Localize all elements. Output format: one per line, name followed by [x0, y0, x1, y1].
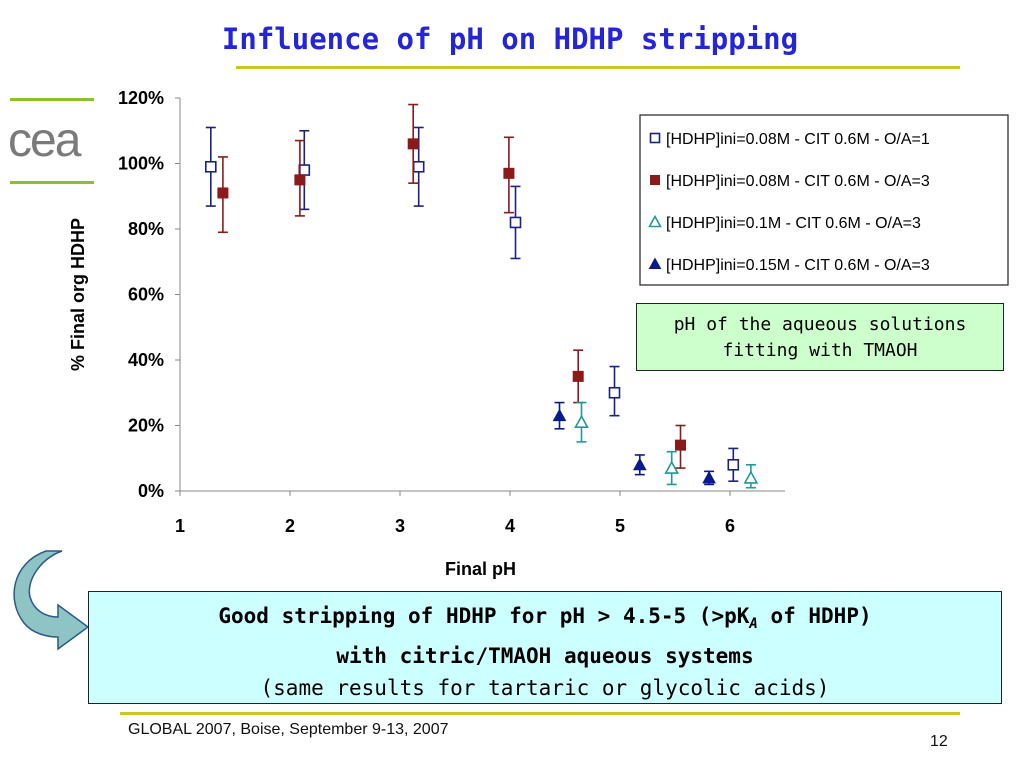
x-tick-label: 4	[505, 516, 515, 536]
data-point	[205, 160, 217, 173]
cea-logo: cea	[8, 98, 94, 184]
data-point	[574, 414, 589, 429]
legend-marker	[648, 214, 662, 228]
data-point	[298, 164, 311, 176]
logo-text: cea	[8, 114, 82, 167]
data-point	[294, 174, 306, 186]
logo-top-bar	[10, 98, 94, 101]
y-tick-label: 60%	[128, 285, 164, 305]
legend-label: [HDHP]ini=0.08M - CIT 0.6M - O/A=3	[666, 173, 930, 190]
y-tick-label: 100%	[118, 154, 164, 174]
data-point	[632, 457, 647, 471]
conclusion-line-2: with citric/TMAOH aqueous systems	[336, 644, 754, 669]
chart-marks	[205, 103, 759, 489]
footer-rule	[120, 712, 960, 715]
data-point	[664, 460, 680, 474]
legend-item-3: [HDHP]ini=0.1M - CIT 0.6M - O/A=3	[648, 214, 921, 232]
data-point	[217, 187, 229, 199]
y-tick-label: 20%	[128, 416, 164, 436]
logo-bottom-bar	[10, 181, 94, 184]
legend-item-2: [HDHP]ini=0.08M - CIT 0.6M - O/A=3	[650, 173, 930, 190]
x-axis-label: Final pH	[445, 559, 516, 579]
legend-item-4: [HDHP]ini=0.15M - CIT 0.6M - O/A=3	[648, 257, 930, 274]
series-2	[217, 103, 686, 469]
series-3	[574, 401, 759, 489]
legend-label: [HDHP]ini=0.15M - CIT 0.6M - O/A=3	[666, 257, 930, 274]
x-tick-label: 3	[395, 516, 405, 536]
series-1	[205, 126, 740, 482]
conclusion-line-1: Good stripping of HDHP for pH > 4.5-5 (>…	[89, 600, 1001, 640]
data-point	[509, 216, 522, 229]
page-number: 12	[930, 733, 948, 750]
y-tick-label: 120%	[118, 88, 164, 108]
data-point	[572, 370, 584, 382]
y-tick-label: 40%	[128, 350, 164, 370]
scatter-chart: 0% 20% 40% 60% 80% 100% 120% 1 2 3 4 5 6 Final pH % Fi…	[68, 88, 1009, 579]
ph-note-line-1: pH of the aqueous solutions	[673, 314, 967, 335]
chart-axes: 0% 20% 40% 60% 80% 100% 120% 1 2 3 4 5 6 Final pH % Fi…	[68, 88, 785, 579]
chart-legend: [HDHP]ini=0.08M - CIT 0.6M - O/A=1 [HDHP]…	[639, 114, 1009, 286]
data-point	[608, 386, 621, 399]
y-tick-label: 0%	[138, 481, 164, 501]
series-4	[552, 401, 716, 486]
legend-box	[639, 114, 1009, 286]
x-tick-label: 5	[615, 516, 625, 536]
pka-subscript: A	[749, 616, 758, 633]
legend-label: [HDHP]ini=0.1M - CIT 0.6M - O/A=3	[666, 215, 921, 232]
data-point	[407, 138, 419, 150]
data-point	[503, 167, 515, 179]
slide-title: Influence of pH on HDHP stripping	[221, 22, 799, 56]
legend-marker	[649, 132, 661, 144]
ph-note-box: pH of the aqueous solutions fitting with…	[636, 303, 1004, 371]
y-axis-label: % Final org HDHP	[68, 218, 88, 371]
conclusion-line-3: (same results for tartaric or glycolic a…	[260, 676, 830, 701]
x-tick-label: 2	[285, 516, 295, 536]
legend-item-1: [HDHP]ini=0.08M - CIT 0.6M - O/A=1	[649, 131, 930, 148]
legend-marker	[650, 175, 660, 185]
conclusion-line-1-b: of HDHP)	[757, 604, 872, 628]
data-point	[675, 439, 686, 451]
ph-note-line-2: fitting with TMAOH	[722, 340, 918, 361]
x-tick-label: 6	[725, 516, 735, 536]
data-point	[743, 470, 759, 484]
footer-text: GLOBAL 2007, Boise, September 9-13, 2007	[128, 721, 449, 738]
data-point	[552, 408, 567, 422]
data-point	[727, 458, 740, 471]
legend-marker	[648, 257, 662, 269]
data-point	[412, 160, 425, 173]
x-tick-label: 1	[175, 516, 185, 536]
curved-arrow-icon	[13, 550, 90, 651]
conclusion-box: Good stripping of HDHP for pH > 4.5-5 (>…	[88, 591, 1002, 704]
legend-label: [HDHP]ini=0.08M - CIT 0.6M - O/A=1	[666, 131, 930, 148]
conclusion-line-1-a: Good stripping of HDHP for pH > 4.5-5 (>…	[218, 604, 750, 628]
title-underline	[236, 66, 960, 69]
data-point	[702, 470, 716, 484]
y-tick-label: 80%	[128, 219, 164, 239]
